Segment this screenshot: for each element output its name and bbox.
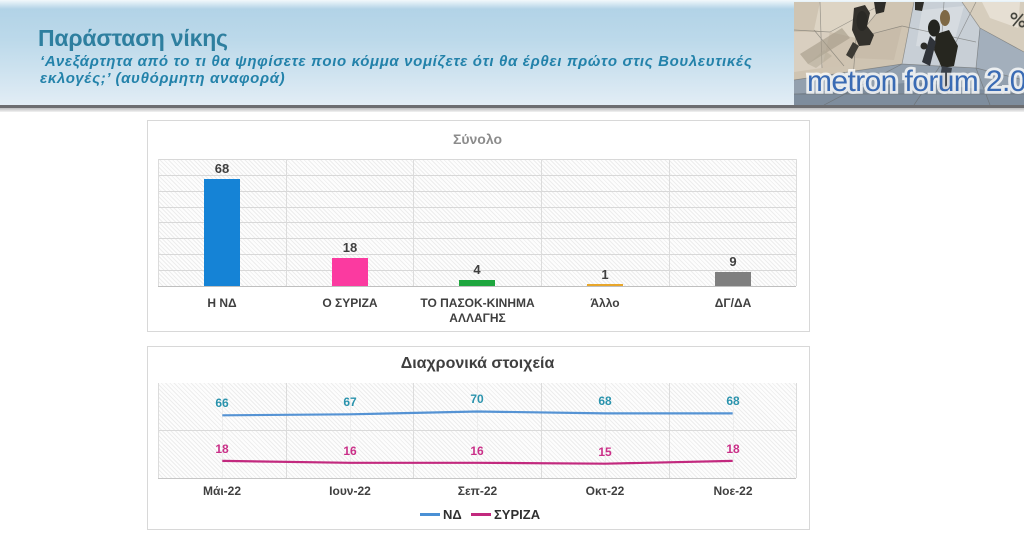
svg-text:metron forum 2.0: metron forum 2.0 — [807, 65, 1024, 98]
svg-text:metron forum 2.0: metron forum 2.0 — [807, 65, 1024, 98]
